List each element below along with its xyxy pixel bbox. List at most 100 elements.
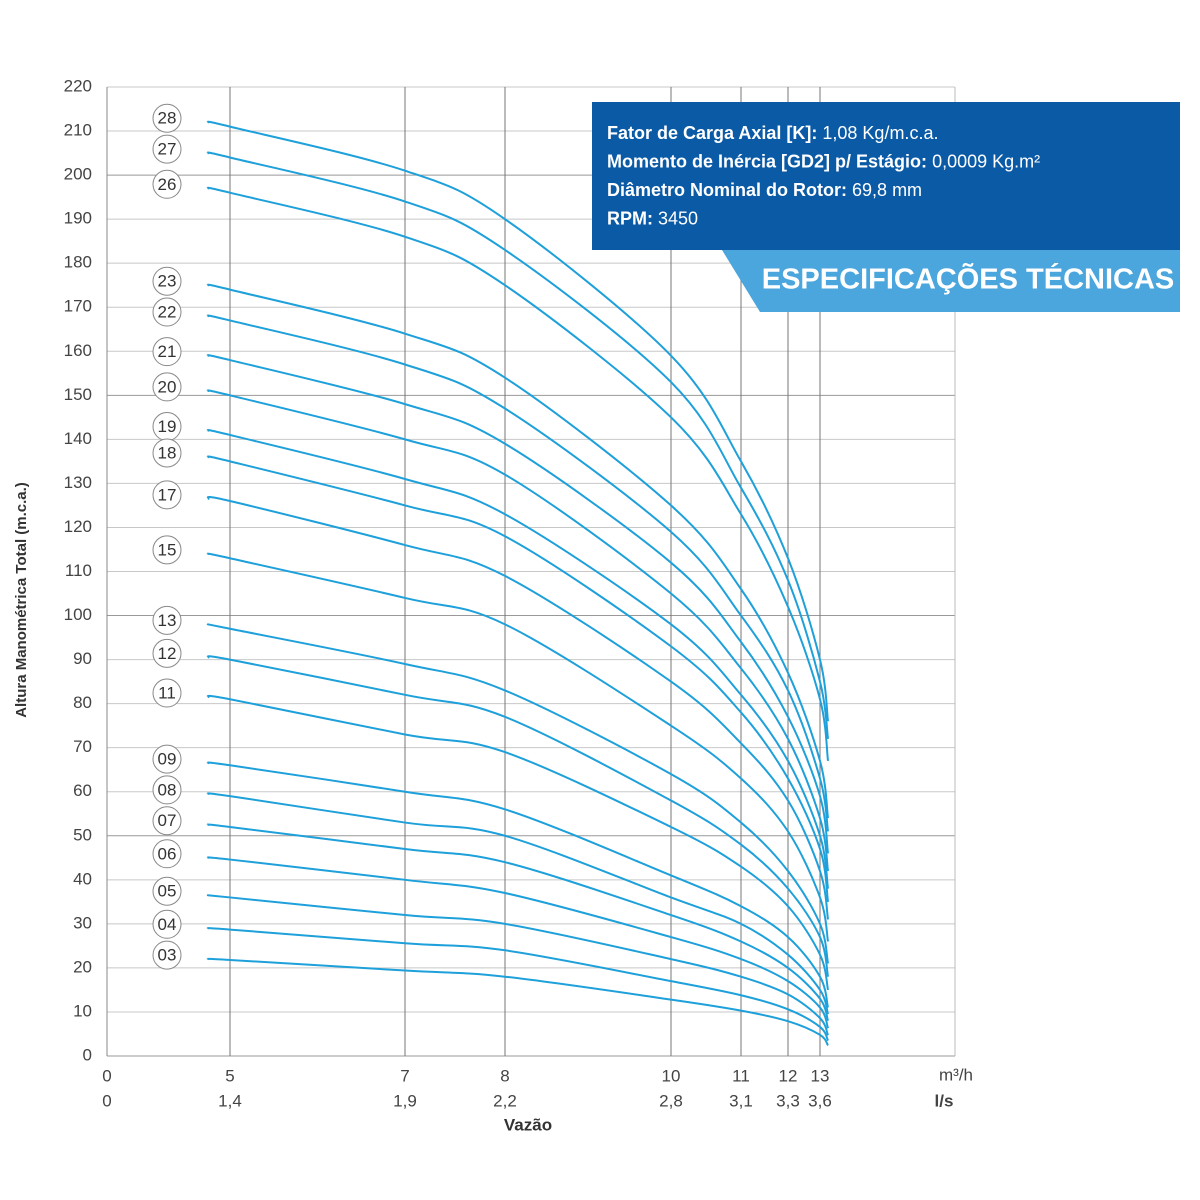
- pump-curve: [206, 314, 829, 832]
- stage-label: 03: [158, 946, 177, 965]
- spec-line: RPM: 3450: [607, 208, 698, 228]
- stage-label: 06: [158, 844, 177, 863]
- stage-badge: [152, 297, 182, 327]
- x2-tick-label: 2,2: [493, 1091, 517, 1110]
- spec-label: Momento de Inércia [GD2] p/ Estágio:: [607, 151, 927, 171]
- x2-tick-label: 0: [102, 1091, 111, 1110]
- stage-label: 22: [158, 303, 177, 322]
- x2-tick-label: 3,6: [808, 1091, 832, 1110]
- pump-curve: [206, 552, 829, 942]
- x2-tick-label: 2,8: [659, 1091, 683, 1110]
- y-tick-label: 190: [64, 209, 92, 228]
- y-tick-label: 40: [73, 869, 92, 888]
- pump-curve: [206, 823, 829, 1022]
- pump-curve: [206, 856, 829, 1029]
- y-tick-label: 140: [64, 429, 92, 448]
- y-tick-label: 0: [83, 1045, 92, 1064]
- stage-label: 19: [158, 417, 177, 436]
- stage-label: 11: [158, 684, 176, 703]
- y-tick-label: 70: [73, 737, 92, 756]
- banner-text: ESPECIFICAÇÕES TÉCNICAS: [762, 262, 1175, 296]
- y-axis-label: Altura Manométrica Total (m.c.a.): [13, 482, 30, 718]
- stage-badge: [152, 909, 182, 939]
- spec-label: RPM:: [607, 208, 653, 228]
- stage-label: 21: [158, 342, 177, 361]
- pump-curve: [206, 957, 829, 1047]
- spec-value: 69,8 mm: [852, 180, 922, 200]
- stage-badge: [152, 940, 182, 970]
- y-tick-label: 30: [73, 913, 92, 932]
- y-tick-label: 180: [64, 253, 92, 272]
- stage-badge: [152, 480, 182, 510]
- x2-tick-label: 1,9: [393, 1091, 417, 1110]
- stage-badge: [152, 638, 182, 668]
- y-tick-label: 90: [73, 649, 92, 668]
- spec-value: 1,08 Kg/m.c.a.: [822, 123, 938, 143]
- x-tick-label: 10: [662, 1066, 681, 1085]
- stage-label: 28: [158, 109, 177, 128]
- specs-banner: [722, 250, 1180, 312]
- stage-label: 09: [158, 750, 177, 769]
- stage-label: 07: [158, 811, 177, 830]
- stage-badge: [152, 103, 182, 133]
- y-tick-label: 210: [64, 121, 92, 140]
- specs-panel: [592, 102, 1180, 250]
- x2-tick-label: 3,1: [729, 1091, 753, 1110]
- x2-tick-label: 1,4: [218, 1091, 242, 1110]
- stage-badge: [152, 372, 182, 402]
- stage-badge: [152, 744, 182, 774]
- spec-line: Diâmetro Nominal do Rotor: 69,8 mm: [607, 180, 922, 200]
- x-axis-label: Vazão: [504, 1115, 552, 1134]
- spec-label: Diâmetro Nominal do Rotor:: [607, 180, 847, 200]
- y-tick-label: 80: [73, 693, 92, 712]
- pump-curve: [206, 151, 829, 740]
- stage-badge: [152, 438, 182, 468]
- spec-label: Fator de Carga Axial [K]:: [607, 123, 817, 143]
- pump-curve: [206, 120, 829, 722]
- pump-curve: [206, 655, 829, 977]
- x-tick-label: 0: [102, 1066, 111, 1085]
- y-tick-label: 10: [73, 1001, 92, 1020]
- stage-label: 23: [158, 272, 177, 291]
- x-tick-label: 12: [779, 1066, 798, 1085]
- y-tick-label: 50: [73, 825, 92, 844]
- spec-value: 0,0009 Kg.m²: [932, 151, 1040, 171]
- stage-label: 08: [158, 780, 177, 799]
- stage-badge: [152, 134, 182, 164]
- pump-curve: [206, 186, 829, 762]
- pump-curve: [206, 455, 829, 902]
- pump-curve: [206, 927, 829, 1042]
- stage-badge: [152, 775, 182, 805]
- stage-label: 26: [158, 175, 177, 194]
- pump-curve: [206, 429, 829, 889]
- y-tick-label: 220: [64, 76, 92, 95]
- stage-label: 20: [158, 377, 177, 396]
- y-tick-label: 120: [64, 517, 92, 536]
- stage-label: 13: [158, 611, 177, 630]
- stage-badge: [152, 535, 182, 565]
- y-tick-label: 110: [65, 561, 92, 580]
- specs-text: Fator de Carga Axial [K]: 1,08 Kg/m.c.a.…: [607, 123, 1040, 229]
- stage-label: 12: [158, 644, 177, 663]
- y-tick-label: 130: [64, 473, 92, 492]
- y-tick-label: 100: [64, 605, 92, 624]
- x-tick-label: 5: [225, 1066, 234, 1085]
- stage-badge: [152, 337, 182, 367]
- x2-unit: l/s: [935, 1091, 954, 1110]
- x-tick-label: 11: [732, 1066, 750, 1085]
- curves: [206, 120, 829, 1047]
- pump-curve: [206, 792, 829, 1015]
- y-tick-label: 60: [73, 781, 92, 800]
- y-tick-label: 200: [64, 165, 92, 184]
- y-tick-label: 160: [64, 341, 92, 360]
- stage-label: 17: [158, 485, 177, 504]
- y-tick-label: 150: [64, 385, 92, 404]
- pump-curve: [206, 694, 829, 991]
- pump-curve: [206, 894, 829, 1036]
- stage-label: 04: [158, 915, 177, 934]
- y-tick-label: 20: [73, 957, 92, 976]
- pump-curve: [206, 496, 829, 920]
- x-tick-label: 8: [500, 1066, 509, 1085]
- pump-curve: [206, 354, 829, 854]
